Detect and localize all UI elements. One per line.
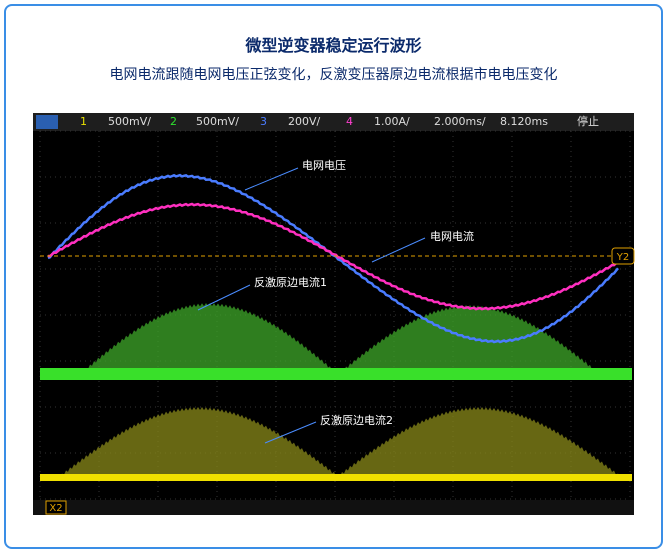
ch-scale: 1.00A/ (374, 115, 410, 128)
pointer (197, 284, 251, 311)
ch-scale: 200V/ (288, 115, 321, 128)
flyback-1-hump (338, 305, 600, 376)
timebase: 2.000ms/ (434, 115, 486, 128)
pointer (371, 237, 426, 263)
ch-scale: 500mV/ (196, 115, 239, 128)
flyback-1-hump (80, 303, 338, 376)
flyback-2-hump (338, 407, 620, 478)
annotation: 电网电流 (430, 229, 474, 243)
annotation: 电网电压 (302, 159, 346, 172)
status: 停止 (577, 114, 599, 128)
grid-current-trace (47, 202, 619, 311)
ch-label: 4 (346, 115, 353, 128)
annotation: 反激原边电流2 (320, 413, 393, 427)
pointer (264, 421, 317, 444)
bottom-bar (33, 500, 634, 515)
toolbar (33, 113, 634, 131)
ch-label: 1 (80, 115, 87, 128)
flyback-2-hump (60, 407, 338, 478)
flyback-2-baseline (40, 474, 632, 481)
subtitle: 电网电流跟随电网电压正弦变化，反激变压器原边电流根据市电电压变化 (109, 67, 558, 83)
annotation: 反激原边电流1 (254, 275, 327, 289)
ch-label: 3 (260, 115, 267, 128)
ch-label: 2 (170, 115, 177, 128)
x2-label: X2 (49, 503, 62, 514)
y2-marker (611, 247, 635, 265)
delay: 8.120ms (500, 115, 548, 128)
title: 微型逆变器稳定运行波形 (245, 36, 422, 55)
waveforms (40, 173, 632, 481)
y2-label: Y2 (616, 252, 629, 263)
x2-marker (45, 500, 67, 515)
ch-scale: 500mV/ (108, 115, 151, 128)
menu-button[interactable] (36, 115, 58, 129)
flyback-1-baseline (40, 368, 632, 380)
grid (39, 130, 631, 500)
pointer (244, 167, 299, 191)
